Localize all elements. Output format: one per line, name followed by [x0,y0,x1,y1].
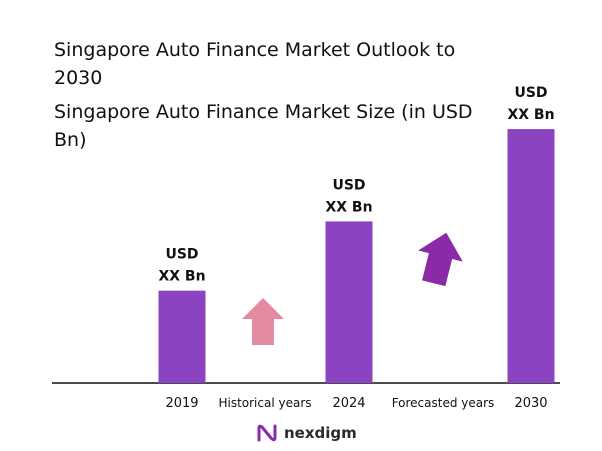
data-label-2030-currency: USD [514,85,547,101]
data-label-2030-value: XX Bn [507,107,554,123]
chart-subtitle: Singapore Auto Finance Market Size (in U… [54,101,473,151]
brand-name: nexdigm [284,424,357,442]
forecasted-years-label: Forecasted years [392,396,495,410]
bar-2030 [507,129,555,383]
historical-years-label: Historical years [218,396,311,410]
nexdigm-logo-icon [257,424,277,442]
arrow-up-icon-historical [242,298,284,345]
x-tick-2024: 2024 [332,396,365,411]
data-label-2019-currency: USD [165,247,198,263]
bar-2024 [325,221,373,383]
x-tick-2030: 2030 [514,396,547,411]
arrow-up-icon-forecast [418,232,463,287]
data-label-2024-currency: USD [332,177,365,193]
chart-title: Singapore Auto Finance Market Outlook to… [54,39,456,89]
x-tick-2019: 2019 [165,396,198,411]
data-label-2019-value: XX Bn [158,269,205,285]
brand-footer: nexdigm [256,422,357,444]
bar-2019 [158,290,206,383]
data-label-2024-value: XX Bn [325,199,372,215]
